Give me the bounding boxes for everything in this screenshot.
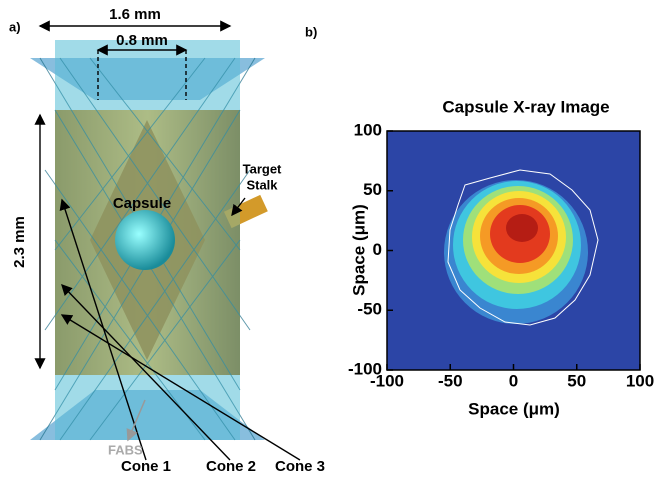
y-tick-label: 100: [354, 120, 382, 139]
cone-label: Cone 1: [121, 458, 171, 475]
figure: a) 1.6 mm 0.8 mm 2.3 mm Capsule Target S…: [0, 0, 662, 477]
dimension-label: 1.6 mm: [109, 6, 161, 23]
y-tick-label: -100: [348, 359, 382, 378]
y-axis-label: Space (μm): [349, 204, 368, 296]
stalk-label: Target: [243, 161, 282, 176]
x-tick-label: 100: [626, 371, 654, 390]
x-tick-label: -50: [438, 371, 463, 390]
y-tick-label: 0: [373, 240, 382, 259]
dimension-label: 0.8 mm: [116, 32, 168, 49]
cone-label: Cone 3: [275, 458, 325, 475]
hohlraum-diagram: [30, 26, 300, 460]
xray-image: [387, 131, 640, 370]
capsule-label: Capsule: [113, 195, 171, 212]
dimension-label: 2.3 mm: [11, 216, 28, 268]
x-tick-label: 0: [509, 371, 518, 390]
cone-label: Cone 2: [206, 458, 256, 475]
panel-label: b): [305, 24, 317, 39]
y-tick-label: -50: [357, 300, 382, 319]
stalk-label: Stalk: [246, 177, 278, 192]
fabs-label: FABS: [108, 442, 143, 457]
panel-label: a): [9, 19, 21, 34]
x-axis-label: Space (μm): [468, 399, 560, 418]
chart-title: Capsule X-ray Image: [442, 97, 609, 116]
y-tick-label: 50: [363, 180, 382, 199]
x-tick-label: 50: [567, 371, 586, 390]
